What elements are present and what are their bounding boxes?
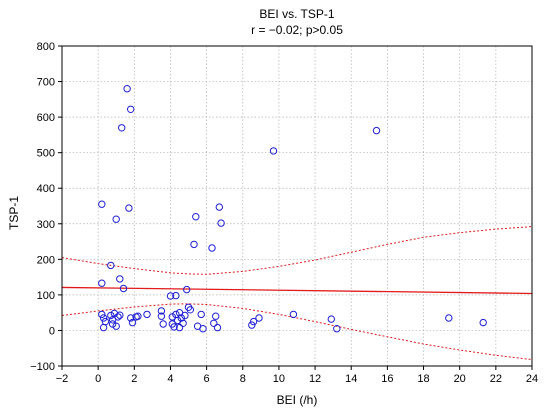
data-point <box>108 320 117 328</box>
grid <box>61 45 533 367</box>
data-point <box>208 244 216 252</box>
data-point <box>107 261 115 270</box>
x-tick-label: 2 <box>131 373 137 385</box>
data-point <box>98 200 106 208</box>
chart-subtitle: r = −0.02; p>0.05 <box>251 23 343 37</box>
data-point <box>118 124 126 132</box>
x-tick-label: 16 <box>381 373 393 385</box>
data-point <box>269 147 278 155</box>
y-tick-label: −100 <box>30 361 55 373</box>
data-point <box>128 318 137 327</box>
data-point <box>197 310 205 319</box>
regression-line <box>61 286 533 295</box>
y-tick-label: 800 <box>37 41 55 53</box>
data-point <box>134 312 142 320</box>
data-point <box>199 325 207 333</box>
data-point <box>112 322 120 330</box>
x-tick-label: 10 <box>273 373 285 385</box>
x-tick-label: 18 <box>417 373 429 385</box>
data-point <box>175 323 184 332</box>
data-point <box>107 311 115 320</box>
data-point <box>98 310 106 319</box>
data-point <box>159 320 167 328</box>
data-point <box>479 318 487 327</box>
plot-frame <box>61 45 533 367</box>
data-point <box>190 240 198 249</box>
y-tick-label: 100 <box>37 290 55 302</box>
data-point <box>186 306 195 314</box>
y-tick-label: 400 <box>37 183 55 195</box>
data-point <box>127 105 135 114</box>
data-point <box>127 314 135 322</box>
x-axis: −2 0 2 4 6 8 10 12 14 16 18 20 22 24 <box>56 366 538 385</box>
data-point <box>114 313 122 321</box>
x-tick-label: 14 <box>345 373 357 385</box>
x-tick-label: 6 <box>204 373 210 385</box>
x-tick-label: 4 <box>167 373 173 385</box>
data-point <box>125 204 133 212</box>
data-point <box>143 310 151 319</box>
x-axis-label: BEI (/h) <box>277 393 318 407</box>
data-point <box>123 85 131 93</box>
data-point <box>98 279 106 287</box>
confidence-band-lower <box>61 303 533 361</box>
data-point <box>215 203 224 211</box>
y-tick-label: 700 <box>37 77 55 89</box>
data-point <box>101 317 110 326</box>
data-point <box>166 292 175 300</box>
x-tick-label: 12 <box>309 373 321 385</box>
data-point <box>170 323 178 331</box>
data-point <box>181 311 189 320</box>
x-tick-label: −2 <box>56 373 69 385</box>
y-axis: −100 0 100 200 300 400 500 600 700 800 <box>30 41 62 373</box>
y-tick-label: 200 <box>37 254 55 266</box>
confidence-band-upper <box>61 226 533 275</box>
data-point <box>217 219 225 227</box>
data-point <box>192 213 200 221</box>
data-point <box>289 310 298 319</box>
data-point <box>445 314 453 322</box>
data-point <box>157 307 166 315</box>
y-tick-label: 0 <box>49 325 55 337</box>
x-tick-label: 20 <box>454 373 466 385</box>
chart-title: BEI vs. TSP-1 <box>259 7 334 21</box>
data-point <box>157 312 166 320</box>
data-point <box>333 325 341 333</box>
data-point <box>327 315 335 323</box>
data-point <box>213 323 222 332</box>
x-tick-label: 24 <box>526 373 538 385</box>
data-point <box>179 319 187 327</box>
x-tick-label: 0 <box>95 373 101 385</box>
data-point <box>183 285 191 294</box>
data-point <box>99 323 108 332</box>
data-point <box>172 291 180 300</box>
y-tick-label: 300 <box>37 219 55 231</box>
data-point <box>112 215 120 223</box>
data-point <box>116 311 124 319</box>
y-axis-label: TSP-1 <box>7 196 21 230</box>
data-point <box>248 321 256 329</box>
data-point <box>116 275 124 283</box>
confidence-band <box>61 226 533 361</box>
data-point <box>212 312 220 320</box>
data-point <box>255 314 263 322</box>
x-tick-label: 8 <box>240 373 246 385</box>
data-point <box>372 126 381 135</box>
y-tick-label: 500 <box>37 148 55 160</box>
data-point <box>210 319 218 327</box>
data-point <box>99 314 108 322</box>
data-points <box>98 85 487 333</box>
x-tick-label: 22 <box>490 373 502 385</box>
y-tick-label: 600 <box>37 112 55 124</box>
data-point <box>119 284 128 293</box>
data-point <box>249 317 258 326</box>
